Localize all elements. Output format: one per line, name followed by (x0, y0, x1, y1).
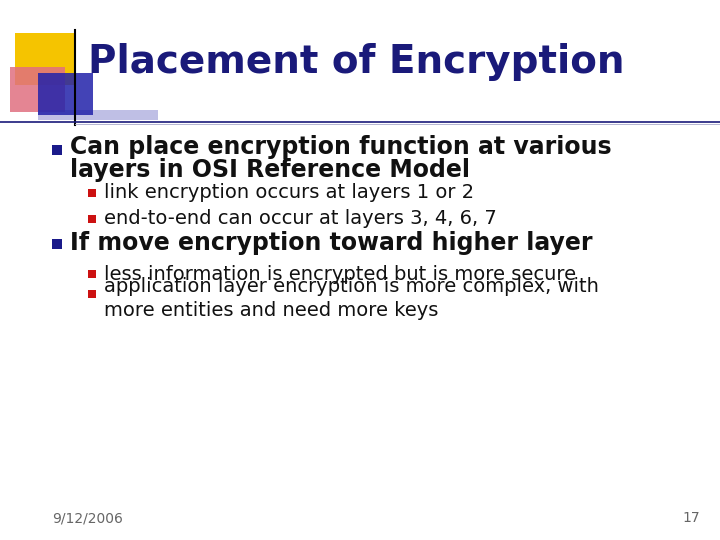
Bar (38, 110, 158, 120)
Text: link encryption occurs at layers 1 or 2: link encryption occurs at layers 1 or 2 (104, 184, 474, 202)
Text: If move encryption toward higher layer: If move encryption toward higher layer (70, 231, 593, 255)
Bar (88, 270, 96, 278)
Text: 17: 17 (683, 511, 700, 525)
Bar (88, 290, 96, 298)
Text: layers in OSI Reference Model: layers in OSI Reference Model (70, 158, 470, 182)
Text: more entities and need more keys: more entities and need more keys (104, 301, 438, 321)
Text: Placement of Encryption: Placement of Encryption (88, 43, 624, 81)
Bar (52, 239, 62, 249)
Text: Can place encryption function at various: Can place encryption function at various (70, 135, 611, 159)
Text: 9/12/2006: 9/12/2006 (52, 511, 123, 525)
Bar (52, 145, 62, 155)
Bar (88, 189, 96, 197)
Text: application layer encryption is more complex, with: application layer encryption is more com… (104, 276, 599, 295)
Bar (15, 33, 75, 85)
Text: less information is encrypted but is more secure: less information is encrypted but is mor… (104, 265, 576, 284)
Text: end-to-end can occur at layers 3, 4, 6, 7: end-to-end can occur at layers 3, 4, 6, … (104, 210, 497, 228)
Bar (38, 73, 93, 115)
Bar (10, 67, 65, 112)
Bar (88, 215, 96, 223)
